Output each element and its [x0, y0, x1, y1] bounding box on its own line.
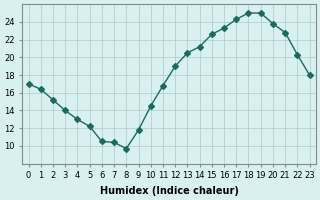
X-axis label: Humidex (Indice chaleur): Humidex (Indice chaleur) [100, 186, 238, 196]
